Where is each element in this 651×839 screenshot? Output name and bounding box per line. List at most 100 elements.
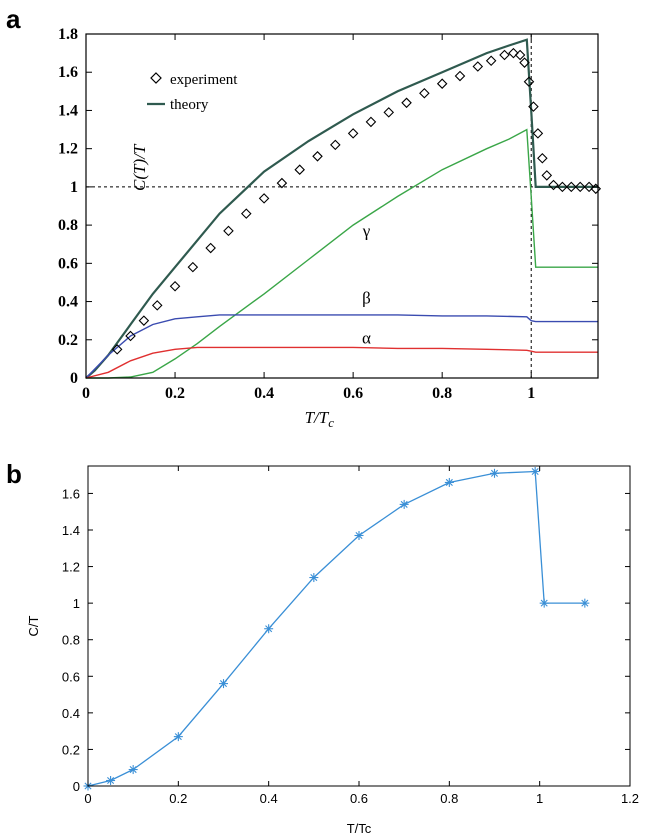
- experiment-point: [347, 128, 359, 139]
- panel-b-ylabel: C/T: [26, 615, 41, 636]
- experiment-point: [541, 170, 553, 181]
- y-tick-label: 1.8: [58, 26, 78, 43]
- y-tick-label: 1: [70, 179, 78, 196]
- x-tick-label: 0.6: [350, 791, 368, 806]
- experiment-point: [566, 181, 577, 193]
- experiment-point: [330, 139, 341, 151]
- data-point-asterisk: [106, 776, 116, 786]
- panel-b-axes: 0 0.2 0.4 0.6 0.8 1 1.2 0 0.2 0.4 0.6 0.8 1 1.2 1.4 1.6: [62, 466, 639, 806]
- panel-a: a γ β α 0 0.2 0.4 0.6 0.8 1 0 0.2 0.4 0.6 0.8 1 1.2 1.4…: [6, 4, 602, 430]
- legend-experiment-label: experiment: [170, 72, 238, 88]
- data-point-asterisk: [128, 765, 138, 775]
- data-point-asterisk: [173, 732, 183, 742]
- y-tick-label: 0.6: [58, 255, 78, 272]
- y-tick-label: 0: [70, 370, 78, 387]
- experiment-point: [514, 49, 526, 61]
- data-point-asterisk: [309, 573, 319, 583]
- series-line-beta: [85, 314, 598, 379]
- data-point-asterisk: [399, 499, 409, 509]
- legend-box: [140, 62, 252, 120]
- y-tick-label: 1.2: [62, 560, 80, 575]
- x-tick-label: 0: [82, 385, 90, 402]
- experiment-point: [574, 181, 586, 193]
- experiment-point: [485, 55, 497, 67]
- data-point-asterisk: [530, 466, 540, 476]
- y-tick-label: 0.6: [62, 669, 80, 684]
- panel-a-xlabel: T/Tc: [305, 408, 335, 430]
- series-line-gamma: [86, 128, 598, 379]
- series-line-theory: [85, 38, 598, 379]
- panel-a-plot-area: γ β α: [85, 34, 602, 379]
- annotation-label: γ: [362, 222, 371, 241]
- x-tick-label: 1: [527, 385, 535, 402]
- experiment-point: [151, 300, 163, 311]
- panel-a-xlabel-sub: c: [328, 415, 334, 430]
- experiment-point: [454, 70, 466, 82]
- x-tick-label: 0.4: [260, 791, 278, 806]
- experiment-point: [523, 76, 535, 88]
- y-tick-label: 1.4: [58, 102, 78, 119]
- x-tick-label: 0.8: [440, 791, 458, 806]
- panel-b-label: b: [6, 459, 22, 489]
- x-tick-label: 0.4: [254, 385, 274, 402]
- panel-a-xlabel-main: T/T: [305, 408, 330, 427]
- panel-b: b 0 0.2 0.4 0.6 0.8 1 1.2 0 0.2 0.4 0.6 0.8 1 1.2 1.4 1…: [6, 459, 639, 836]
- experiment-point: [294, 164, 305, 175]
- data-point-asterisk: [490, 468, 499, 478]
- experiment-point: [401, 97, 412, 109]
- annotation-label: α: [362, 329, 371, 348]
- y-tick-label: 0.8: [58, 217, 78, 234]
- panel-a-axes: 0 0.2 0.4 0.6 0.8 1 0 0.2 0.4 0.6 0.8 1 1.2 1.4 1.6 1.8: [58, 26, 598, 402]
- experiment-point: [472, 61, 484, 72]
- y-tick-label: 0.4: [58, 294, 78, 311]
- y-tick-label: 1.6: [62, 486, 80, 501]
- experiment-point: [532, 128, 544, 139]
- experiment-point: [187, 261, 199, 273]
- experiment-point: [138, 315, 150, 326]
- experiment-point: [205, 242, 216, 254]
- experiment-point: [365, 116, 377, 128]
- y-tick-label: 0.8: [62, 633, 80, 648]
- experiment-point: [583, 181, 595, 193]
- experiment-point: [436, 78, 448, 89]
- x-tick-label: 0: [84, 791, 91, 806]
- x-tick-label: 0.8: [432, 385, 452, 402]
- x-tick-label: 0.2: [165, 385, 185, 402]
- data-point-asterisk: [264, 624, 274, 634]
- experiment-point: [499, 49, 510, 61]
- y-tick-label: 1: [73, 596, 80, 611]
- y-tick-label: 0.2: [58, 332, 78, 349]
- data-point-asterisk: [444, 477, 454, 487]
- experiment-point: [519, 57, 530, 68]
- experiment-point: [276, 177, 288, 189]
- y-tick-label: 1.6: [58, 64, 78, 81]
- experiment-point: [111, 344, 123, 355]
- panel-a-label: a: [6, 4, 21, 34]
- panel-b-frame: [87, 465, 631, 787]
- experiment-point: [241, 208, 252, 219]
- x-tick-label: 0.6: [343, 385, 363, 402]
- data-point-asterisk: [539, 598, 549, 608]
- experiment-point: [548, 179, 559, 191]
- panel-a-legend: experiment theory: [140, 62, 252, 120]
- x-tick-label: 1.2: [621, 791, 639, 806]
- y-tick-label: 1.4: [62, 523, 80, 538]
- series-line: [87, 470, 585, 787]
- experiment-point: [537, 152, 548, 164]
- y-tick-label: 0.4: [62, 706, 80, 721]
- experiment-point: [169, 280, 181, 292]
- experiment-point: [528, 101, 539, 112]
- experiment-point: [258, 193, 270, 204]
- panel-b-plot-area: [83, 466, 590, 791]
- experiment-point: [223, 225, 234, 237]
- panel-b-xlabel: T/Tc: [347, 821, 372, 836]
- annotation-label: β: [362, 288, 371, 307]
- y-tick-label: 1.2: [58, 141, 78, 158]
- legend-theory-label: theory: [170, 97, 209, 113]
- data-point-asterisk: [580, 598, 590, 608]
- experiment-point: [125, 330, 136, 342]
- data-point-asterisk: [219, 679, 228, 689]
- y-tick-label: 0: [73, 779, 80, 794]
- experiment-point: [383, 107, 395, 118]
